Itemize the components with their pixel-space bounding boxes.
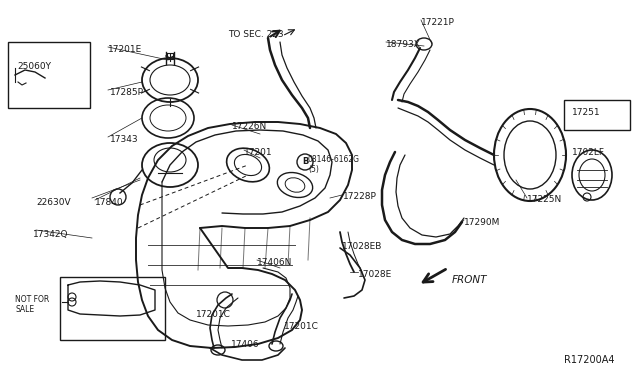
Text: 17406: 17406: [231, 340, 260, 349]
Text: 22630V: 22630V: [36, 198, 70, 207]
Text: 17201: 17201: [244, 148, 273, 157]
Text: 1702LF: 1702LF: [572, 148, 605, 157]
Text: 17285P: 17285P: [110, 88, 144, 97]
Text: 17201C: 17201C: [284, 322, 319, 331]
Bar: [8, 42, 90, 108]
Text: 08146-6162G
(5): 08146-6162G (5): [308, 155, 360, 174]
Text: 17290M: 17290M: [464, 218, 500, 227]
Text: 18793X: 18793X: [386, 40, 421, 49]
Text: 17225N: 17225N: [527, 195, 563, 204]
Text: 17028E: 17028E: [358, 270, 392, 279]
Text: 25060Y: 25060Y: [17, 62, 51, 71]
Bar: [564, 100, 630, 130]
Text: 17342Q: 17342Q: [33, 230, 68, 239]
Text: 17221P: 17221P: [421, 18, 455, 27]
Text: TO SEC. 223: TO SEC. 223: [228, 30, 284, 39]
Text: NOT FOR
SALE: NOT FOR SALE: [15, 295, 49, 314]
Text: B: B: [302, 157, 308, 167]
Text: FRONT: FRONT: [452, 275, 488, 285]
Text: 17406N: 17406N: [257, 258, 292, 267]
Text: 17028EB: 17028EB: [342, 242, 382, 251]
Text: 17251: 17251: [572, 108, 600, 117]
Text: 17343: 17343: [110, 135, 139, 144]
Text: 17201E: 17201E: [108, 45, 142, 54]
Text: 17226N: 17226N: [232, 122, 268, 131]
Text: 17840: 17840: [95, 198, 124, 207]
Text: 17201C: 17201C: [196, 310, 231, 319]
Text: 17228P: 17228P: [343, 192, 377, 201]
Bar: [60, 277, 165, 340]
Text: R17200A4: R17200A4: [564, 355, 614, 365]
